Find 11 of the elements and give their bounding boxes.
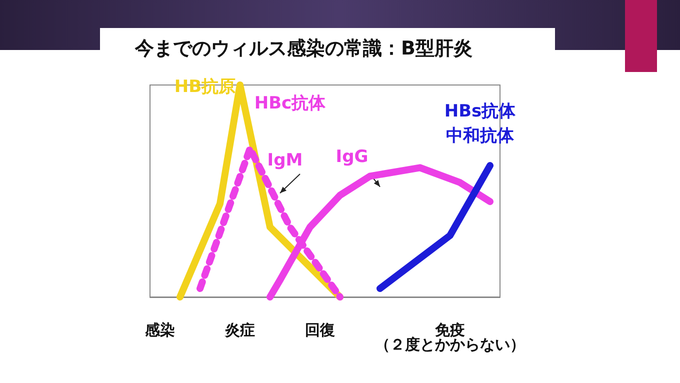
annotation: 中和抗体 — [446, 126, 515, 146]
x-tick-label: 免疫 — [434, 321, 465, 339]
series-label: IgM — [267, 150, 303, 171]
text: HBs抗体 — [444, 102, 517, 122]
series-label: IgG — [336, 147, 368, 168]
x-tick-label: 感染 — [144, 321, 175, 339]
chart-title: 今までのウィルス感染の常識：B型肝炎 — [134, 38, 472, 60]
annotation: HBc抗体 — [254, 94, 327, 114]
x-tick-label: 回復 — [305, 321, 335, 339]
x-tick-label: 炎症 — [224, 321, 255, 339]
series-label: HB抗原 — [174, 77, 236, 97]
